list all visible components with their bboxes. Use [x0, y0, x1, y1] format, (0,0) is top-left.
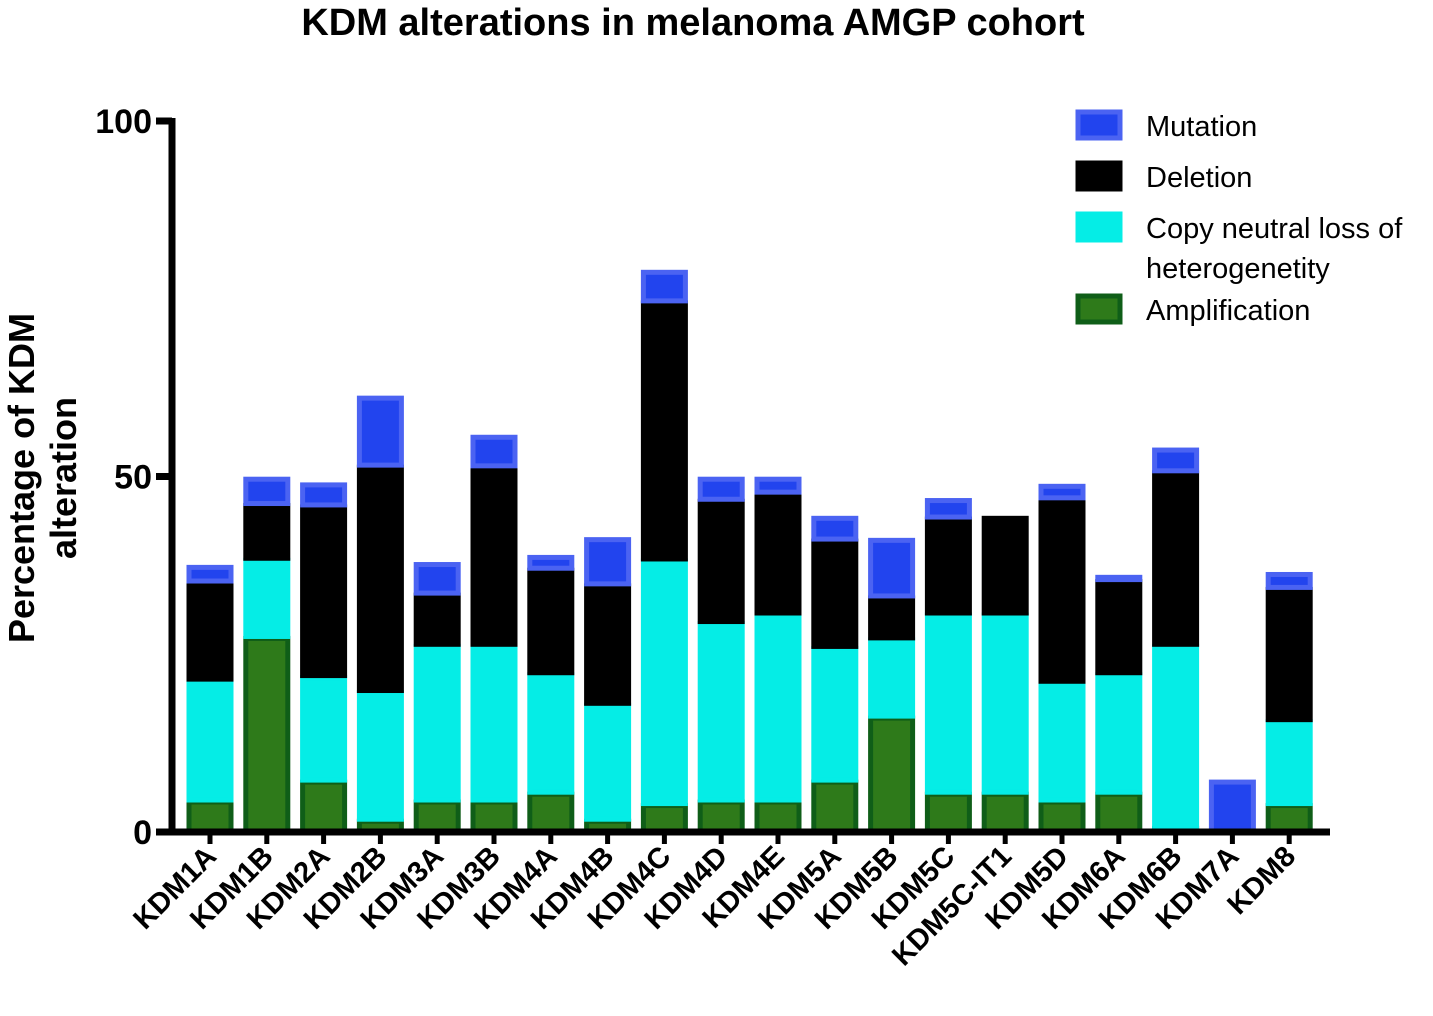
bar-segment-amplification-kdm4a: [527, 791, 575, 835]
bar-segment-mutation-kdm4b: [584, 537, 632, 587]
legend-label-copy-neutral-loss-of-heterogenetity: Copy neutral loss of: [1146, 213, 1403, 245]
bar-segment-mutation-kdm5b: [868, 537, 916, 599]
bar-segment-mutation-kdm4e: [754, 476, 802, 495]
y-axis-title: Percentage of KDM alteration: [1, 313, 84, 643]
bar-segment-amplification-kdm5b: [868, 715, 916, 835]
bar-segment-copy-neutral-loss-of-heterogenetity-kdm6a: [1095, 672, 1143, 795]
bar-segment-amplification-kdm5d: [1038, 799, 1086, 835]
bar-segment-mutation-kdm7a: [1208, 779, 1256, 835]
bar-segment-deletion-kdm3b: [470, 465, 518, 647]
bar-segment-copy-neutral-loss-of-heterogenetity-kdm2b: [356, 690, 404, 822]
bar-segment-amplification-kdm1b: [243, 635, 291, 835]
bar-segment-deletion-kdm1b: [243, 503, 291, 561]
bar-segment-deletion-kdm4d: [697, 498, 745, 625]
bar-segment-mutation-kdm3b: [470, 434, 518, 469]
bar-segment-mutation-kdm4a: [527, 554, 575, 571]
y-axis-title-line-2: alteration: [43, 397, 84, 559]
bar-segment-copy-neutral-loss-of-heterogenetity-kdm8: [1265, 719, 1313, 807]
legend-label-deletion: Deletion: [1146, 162, 1252, 194]
legend-label-mutation: Mutation: [1146, 111, 1257, 143]
bar-segment-copy-neutral-loss-of-heterogenetity-kdm3b: [470, 643, 518, 803]
bar-segment-deletion-kdm2a: [300, 504, 348, 679]
bar-segment-mutation-kdm6b: [1152, 447, 1200, 474]
bar-segment-amplification-kdm5c: [924, 791, 972, 835]
bar-segment-amplification-kdm2a: [300, 779, 348, 835]
chart-title: KDM alterations in melanoma AMGP cohort: [301, 2, 1085, 44]
bar-segment-amplification-kdm4e: [754, 799, 802, 835]
bar-segment-deletion-kdm5b: [868, 595, 916, 641]
bar-segment-copy-neutral-loss-of-heterogenetity-kdm4d: [697, 621, 745, 803]
bar-segment-deletion-kdm4a: [527, 567, 575, 676]
bar-segment-deletion-kdm2b: [356, 464, 404, 694]
bar-segment-mutation-kdm5a: [811, 515, 859, 542]
bar-segment-deletion-kdm5c: [924, 516, 972, 616]
axes-layer: 0 50 100: [95, 103, 1330, 852]
bar-segment-amplification-kdm3b: [470, 799, 518, 835]
bar-segment-deletion-kdm3a: [413, 592, 461, 647]
legend-swatch-amplification: [1075, 293, 1123, 325]
y-axis-title-line-1: Percentage of KDM: [1, 313, 42, 643]
bar-segment-deletion-kdm5a: [811, 538, 859, 649]
bar-segment-amplification-kdm3a: [413, 799, 461, 835]
legend-swatch-copy-neutral-loss-of-heterogenetity: [1075, 211, 1123, 243]
bar-segment-copy-neutral-loss-of-heterogenetity-kdm2a: [300, 675, 348, 783]
bar-segment-mutation-kdm4c: [640, 269, 688, 304]
bar-segment-deletion-kdm5c-it1: [981, 515, 1029, 616]
y-tick-label: 50: [114, 459, 152, 497]
bar-segment-copy-neutral-loss-of-heterogenetity-kdm5c: [924, 612, 972, 795]
y-tick-label: 100: [95, 103, 152, 141]
bar-segment-deletion-kdm4c: [640, 300, 688, 562]
legend-swatch-deletion: [1075, 160, 1123, 192]
bar-segment-mutation-kdm1a: [186, 564, 234, 584]
bar-segment-copy-neutral-loss-of-heterogenetity-kdm4e: [754, 612, 802, 803]
bars-layer: KDM1AKDM1BKDM2AKDM2BKDM3AKDM3BKDM4AKDM4B…: [127, 269, 1313, 972]
bar-segment-copy-neutral-loss-of-heterogenetity-kdm5c-it1: [981, 612, 1029, 795]
bar-segment-copy-neutral-loss-of-heterogenetity-kdm6b: [1152, 643, 1200, 829]
legend: Mutation Deletion Copy neutral loss of hete…: [1075, 109, 1403, 327]
bar-segment-amplification-kdm1a: [186, 799, 234, 835]
bar-segment-amplification-kdm5a: [811, 779, 859, 835]
legend-swatch-mutation: [1075, 109, 1123, 141]
bar-segment-amplification-kdm6a: [1095, 791, 1143, 835]
bar-segment-mutation-kdm3a: [413, 562, 461, 596]
y-tick-label: 0: [133, 814, 152, 852]
bar-segment-mutation-kdm6a: [1095, 574, 1143, 583]
bar-segment-copy-neutral-loss-of-heterogenetity-kdm5d: [1038, 680, 1086, 803]
bar-segment-amplification-kdm4d: [697, 799, 745, 835]
bar-segment-mutation-kdm2a: [300, 482, 348, 508]
bar-segment-mutation-kdm5d: [1038, 483, 1086, 501]
bar-segment-copy-neutral-loss-of-heterogenetity-kdm1b: [243, 557, 291, 639]
legend-label-amplification: Amplification: [1146, 295, 1310, 327]
bar-segment-copy-neutral-loss-of-heterogenetity-kdm5a: [811, 645, 859, 783]
bar-segment-mutation-kdm4d: [697, 476, 745, 502]
bar-segment-copy-neutral-loss-of-heterogenetity-kdm1a: [186, 678, 234, 803]
bar-segment-mutation-kdm1b: [243, 476, 291, 507]
bar-segment-amplification-kdm4c: [640, 803, 688, 835]
bar-segment-copy-neutral-loss-of-heterogenetity-kdm5b: [868, 637, 916, 719]
bar-segment-copy-neutral-loss-of-heterogenetity-kdm3a: [413, 643, 461, 803]
bar-segment-deletion-kdm4e: [754, 491, 802, 616]
bar-segment-amplification-kdm5c-it1: [981, 791, 1029, 835]
bar-segment-copy-neutral-loss-of-heterogenetity-kdm4a: [527, 672, 575, 795]
bar-segment-copy-neutral-loss-of-heterogenetity-kdm4c: [640, 558, 688, 807]
bar-segment-amplification-kdm8: [1265, 803, 1313, 835]
bar-segment-copy-neutral-loss-of-heterogenetity-kdm4b: [584, 702, 632, 822]
bar-segment-deletion-kdm1a: [186, 580, 234, 682]
bar-segment-deletion-kdm6a: [1095, 579, 1143, 676]
bar-segment-deletion-kdm6b: [1152, 470, 1200, 647]
bar-segment-mutation-kdm8: [1265, 571, 1313, 590]
bar-segment-mutation-kdm5c: [924, 498, 972, 520]
bar-segment-deletion-kdm8: [1265, 586, 1313, 723]
legend-label-copy-neutral-loss-of-heterogenetity: heterogenetity: [1146, 253, 1330, 285]
bar-segment-deletion-kdm5d: [1038, 497, 1086, 684]
bar-segment-deletion-kdm4b: [584, 583, 632, 706]
bar-segment-mutation-kdm2b: [356, 395, 404, 468]
